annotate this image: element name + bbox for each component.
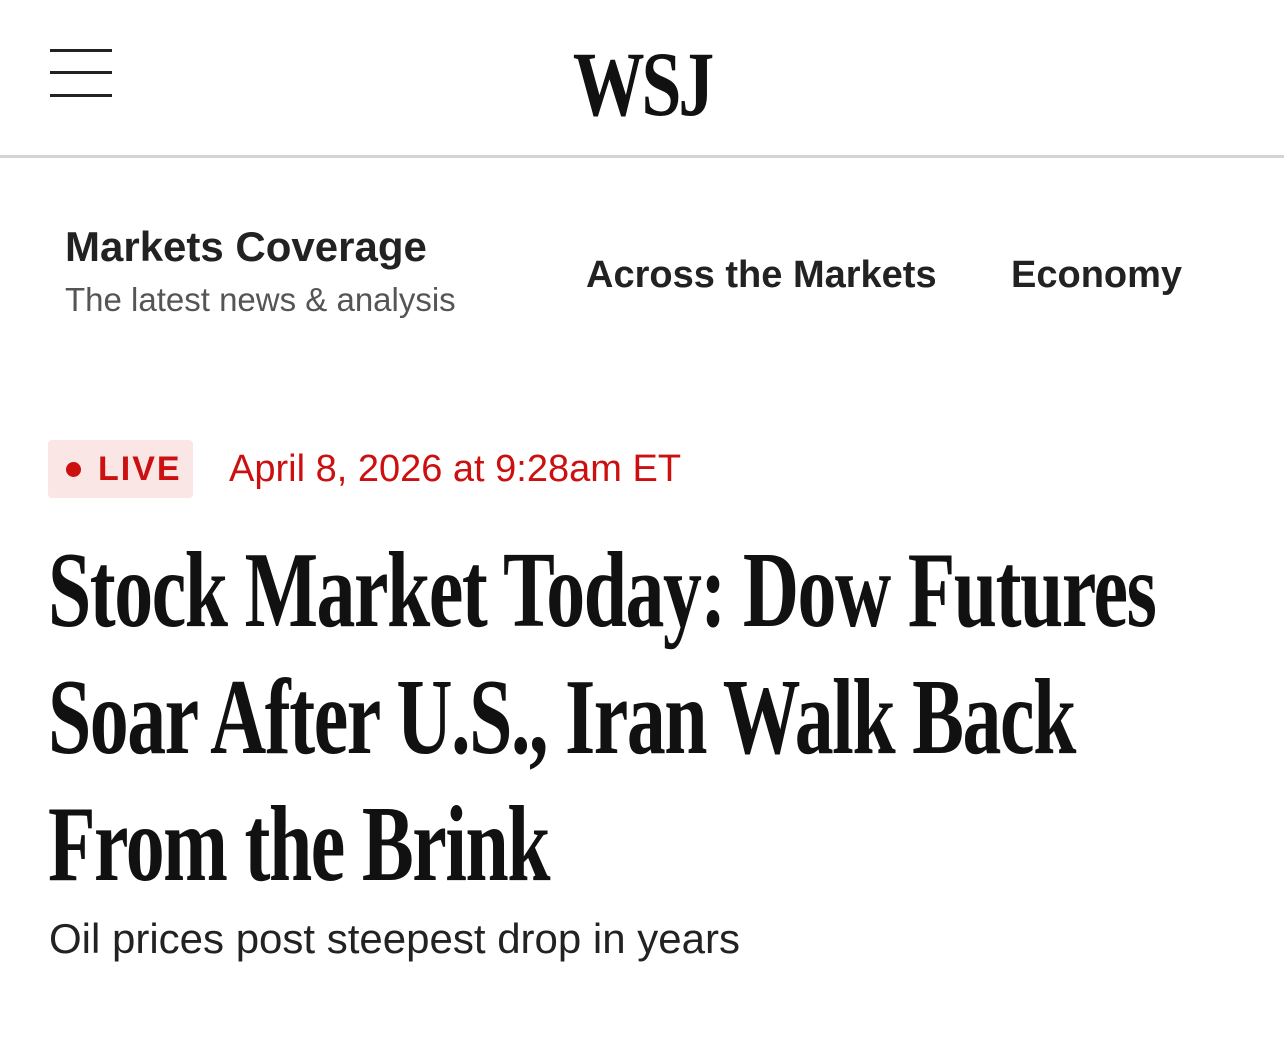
top-bar: WSJ <box>0 0 1284 158</box>
section-header[interactable]: Markets Coverage The latest news & analy… <box>65 222 456 322</box>
hamburger-line <box>50 94 112 97</box>
hamburger-line <box>50 49 112 52</box>
article-headline[interactable]: Stock Market Today: Dow Futures Soar Aft… <box>48 531 1157 904</box>
live-dot-icon <box>66 462 81 477</box>
nav-economy[interactable]: Economy <box>1011 254 1183 296</box>
section-subtitle: The latest news & analysis <box>65 281 456 318</box>
wsj-logo[interactable]: WSJ <box>572 33 714 135</box>
hamburger-line <box>50 71 112 74</box>
article-timestamp: April 8, 2026 at 9:28am ET <box>229 448 682 490</box>
nav-across-the-markets[interactable]: Across the Markets <box>586 254 937 296</box>
hamburger-menu-icon[interactable] <box>50 47 112 99</box>
section-title: Markets Coverage <box>65 223 427 270</box>
live-label: LIVE <box>98 450 182 488</box>
article-dek: Oil prices post steepest drop in years <box>49 915 740 962</box>
live-badge: LIVE <box>48 440 193 498</box>
